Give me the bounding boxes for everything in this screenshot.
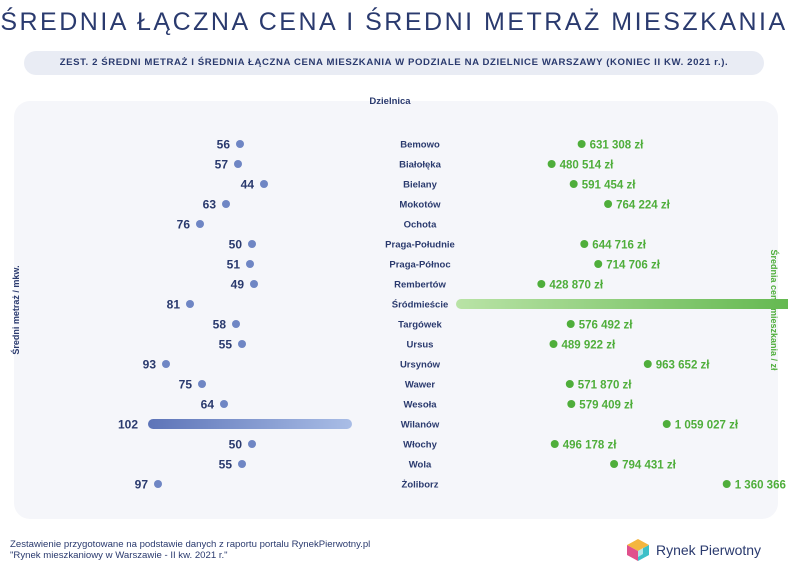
area-value-label: 55 <box>219 458 233 472</box>
district-label: Śródmieście <box>392 299 449 311</box>
district-label: Żoliborz <box>402 480 439 491</box>
price-value-label: 591 454 zł <box>582 180 637 192</box>
area-value-label: 50 <box>229 238 243 252</box>
area-value-label: 76 <box>177 218 191 232</box>
price-value-label: 571 870 zł <box>578 380 633 392</box>
cube-logo-icon <box>627 539 649 561</box>
price-value-label: 1 360 366 zł <box>735 480 788 492</box>
district-label: Wesoła <box>403 400 437 411</box>
price-value-label: 496 178 zł <box>563 440 618 452</box>
area-value-label: 58 <box>213 318 227 332</box>
district-label: Praga-Południe <box>385 240 455 251</box>
area-value-label: 64 <box>201 398 215 412</box>
area-value-label: 55 <box>219 338 233 352</box>
area-bar-dot <box>248 440 256 448</box>
price-value-label: 794 431 zł <box>622 460 677 472</box>
area-value-label: 50 <box>229 438 243 452</box>
district-label: Praga-Północ <box>389 260 450 271</box>
area-bar-dot <box>260 180 268 188</box>
price-value-label: 489 922 zł <box>561 340 616 352</box>
district-label: Wola <box>409 460 432 471</box>
price-value-label: 428 870 zł <box>549 280 604 292</box>
area-value-label: 44 <box>241 178 255 192</box>
district-label: Bemowo <box>400 140 440 151</box>
price-bar-dot <box>569 180 578 188</box>
source-footnote: Zestawienie przygotowane na podstawie da… <box>10 539 370 561</box>
price-bar-dot <box>537 280 546 288</box>
price-value-label: 714 706 zł <box>606 260 661 272</box>
area-bar-dot <box>220 400 228 408</box>
area-value-label: 49 <box>231 278 245 292</box>
area-bar-dot <box>250 280 258 288</box>
price-value-label: 576 492 zł <box>579 320 634 332</box>
area-value-label: 93 <box>143 358 157 372</box>
footnote-line-1: Zestawienie przygotowane na podstawie da… <box>10 539 371 550</box>
area-value-label: 56 <box>217 138 231 152</box>
price-value-label: 644 716 zł <box>592 240 647 252</box>
price-bar-dot <box>547 160 556 168</box>
price-value-label: 579 409 zł <box>579 400 634 412</box>
district-label: Białołęka <box>399 160 441 171</box>
district-column-header: Dzielnica <box>369 96 411 107</box>
area-bar-dot <box>222 200 230 208</box>
price-bar <box>456 299 788 309</box>
area-bar-dot <box>238 340 246 348</box>
area-value-label: 63 <box>203 198 217 212</box>
area-bar-dot <box>154 480 162 488</box>
area-bar <box>148 419 352 429</box>
district-label: Rembertów <box>394 280 446 291</box>
chart-panel <box>14 101 778 519</box>
footnote-line-2: "Rynek mieszkaniowy w Warszawie - II kw.… <box>10 550 228 561</box>
area-bar-dot <box>246 260 254 268</box>
price-bar-dot <box>580 240 589 248</box>
area-bar-dot <box>236 140 244 148</box>
price-bar-dot <box>604 200 613 208</box>
price-value-label: 764 224 zł <box>616 200 671 212</box>
price-bar-dot <box>566 320 575 328</box>
price-bar-dot <box>577 140 586 148</box>
price-bar-dot <box>565 380 574 388</box>
price-bar-dot <box>662 420 671 428</box>
price-bar-dot <box>567 400 576 408</box>
price-bar-dot <box>594 260 603 268</box>
area-bar-dot <box>248 240 256 248</box>
district-label: Ursynów <box>400 360 441 371</box>
area-value-label: 75 <box>179 378 193 392</box>
district-label: Ursus <box>407 340 434 351</box>
district-label: Wawer <box>405 380 436 391</box>
logo-text: Rynek Pierwotny <box>656 542 762 558</box>
area-bar-dot <box>232 320 240 328</box>
district-label: Bielany <box>403 180 438 191</box>
price-value-label: 480 514 zł <box>560 160 615 172</box>
subtitle-band <box>24 51 764 75</box>
district-label: Targówek <box>398 320 442 331</box>
brand-logo[interactable]: Rynek Pierwotny <box>626 536 776 564</box>
district-label: Włochy <box>403 440 437 451</box>
price-bar-dot <box>722 480 731 488</box>
area-bar-dot <box>198 380 206 388</box>
district-label: Ochota <box>404 220 437 231</box>
area-value-label: 51 <box>227 258 241 272</box>
price-bar-dot <box>643 360 652 368</box>
area-bar-dot <box>234 160 242 168</box>
price-bar-dot <box>549 340 558 348</box>
price-value-label: 1 059 027 zł <box>675 420 739 432</box>
area-bar-dot <box>196 220 204 228</box>
chart-subtitle: ZEST. 2 ŚREDNI METRAŻ I ŚREDNIA ŁĄCZNA C… <box>59 57 729 68</box>
area-bar-dot <box>186 300 194 308</box>
area-value-label: 81 <box>167 298 181 312</box>
district-label: Mokotów <box>399 200 441 211</box>
area-value-label: 97 <box>135 478 149 492</box>
area-value-label: 102 <box>118 418 138 432</box>
price-value-label: 631 308 zł <box>590 140 645 152</box>
area-value-label: 57 <box>215 158 229 172</box>
price-bar-dot <box>610 460 619 468</box>
area-bar-dot <box>238 460 246 468</box>
price-value-label: 963 652 zł <box>656 360 711 372</box>
area-bar-dot <box>162 360 170 368</box>
district-label: Wilanów <box>401 420 440 431</box>
price-bar-dot <box>550 440 559 448</box>
page-title: ŚREDNIA ŁĄCZNA CENA I ŚREDNI METRAŻ MIES… <box>0 8 788 36</box>
